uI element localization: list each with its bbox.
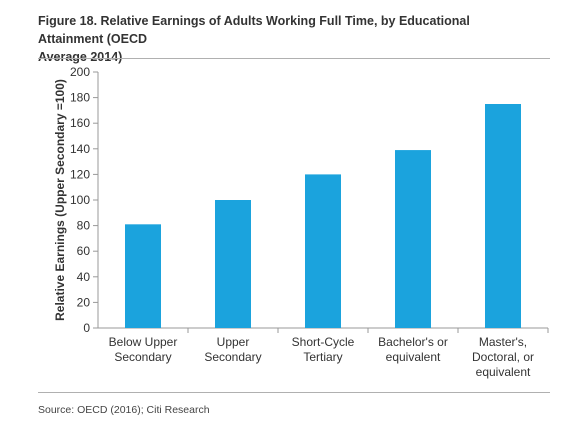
x-tick-label-line: Secondary (204, 350, 261, 364)
y-tick-label: 120 (70, 167, 90, 181)
x-tick-label-line: Master's, (479, 335, 527, 349)
x-tick-label: Master's, Doctoral, or equivalent (472, 335, 534, 379)
bottom-divider (38, 392, 550, 393)
bar (305, 174, 341, 328)
x-tick-label-line: Short-Cycle (292, 335, 355, 349)
x-tick-label-line: Bachelor's or (378, 335, 448, 349)
chart-title: Figure 18. Relative Earnings of Adults W… (38, 12, 538, 66)
x-tick-label-line: Tertiary (303, 350, 342, 364)
y-tick-label: 60 (77, 244, 91, 258)
y-tick-label: 200 (70, 65, 90, 79)
y-tick-label: 0 (83, 321, 90, 335)
source-note: Source: OECD (2016); Citi Research (38, 404, 210, 416)
x-tick-label: Upper Secondary (204, 335, 261, 364)
y-axis-title: Relative Earnings (Upper Secondary =100) (53, 79, 67, 321)
x-tick-label-line: Secondary (114, 350, 171, 364)
y-tick-label: 180 (70, 91, 90, 105)
chart-title-line-2: Average 2014) (38, 50, 123, 64)
chart-title-line-1: Figure 18. Relative Earnings of Adults W… (38, 14, 470, 46)
x-tick-label-line: Upper (217, 335, 250, 349)
x-tick-label-line: equivalent (476, 365, 531, 379)
bar (215, 200, 251, 328)
y-tick-label: 160 (70, 116, 90, 130)
bar (125, 224, 161, 328)
x-tick-label: Below Upper Secondary (109, 335, 178, 364)
y-tick-label: 80 (77, 219, 91, 233)
bar (395, 150, 431, 328)
bar (485, 104, 521, 328)
y-tick-label: 40 (77, 270, 91, 284)
x-tick-label-line: equivalent (386, 350, 441, 364)
x-tick-label: Bachelor's or equivalent (378, 335, 448, 364)
x-tick-label: Short-Cycle Tertiary (292, 335, 355, 364)
y-tick-label: 100 (70, 193, 90, 207)
y-tick-label: 140 (70, 142, 90, 156)
x-tick-label-line: Doctoral, or (472, 350, 534, 364)
y-tick-label: 20 (77, 295, 91, 309)
x-tick-label-line: Below Upper (109, 335, 178, 349)
top-divider (38, 58, 550, 59)
